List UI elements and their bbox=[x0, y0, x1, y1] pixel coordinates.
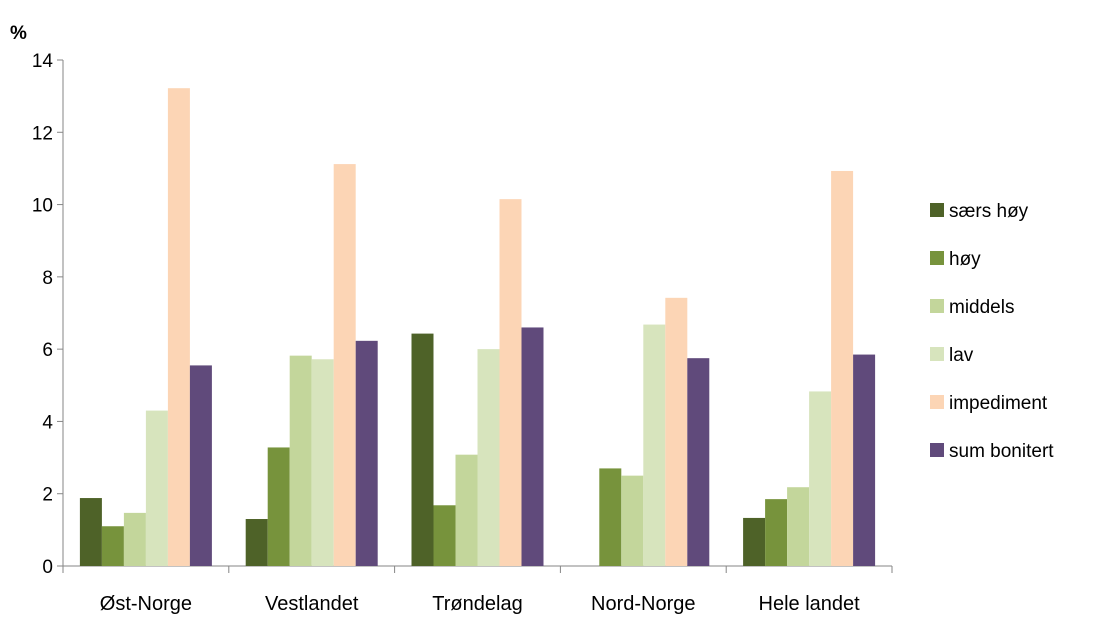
bar-sum-bonitert bbox=[687, 358, 710, 566]
bar-særs-høy bbox=[743, 517, 766, 566]
bar-lav bbox=[311, 359, 334, 566]
bar-høy bbox=[101, 526, 124, 566]
bar-høy bbox=[765, 499, 788, 566]
y-tick-label: 2 bbox=[42, 485, 53, 506]
bar-lav bbox=[145, 410, 168, 566]
x-category-label: Hele landet bbox=[759, 593, 861, 615]
bar-særs-høy bbox=[411, 333, 434, 566]
y-tick-label: 12 bbox=[32, 123, 53, 144]
legend-item-label: impediment bbox=[949, 393, 1048, 414]
bar-særs-høy bbox=[79, 498, 102, 566]
y-unit-label: % bbox=[10, 23, 27, 44]
legend-item-label: høy bbox=[949, 249, 981, 270]
bar-sum-bonitert bbox=[853, 354, 876, 566]
bar-middels bbox=[621, 475, 644, 566]
legend-item-label: sum bonitert bbox=[949, 441, 1054, 462]
legend-swatch bbox=[930, 251, 944, 265]
x-category-label: Trøndelag bbox=[432, 593, 522, 615]
bar-middels bbox=[123, 512, 146, 566]
bar-impediment bbox=[499, 199, 522, 566]
y-tick-label: 14 bbox=[32, 51, 54, 72]
y-tick-label: 6 bbox=[42, 340, 53, 361]
axis-labels: 0 2 4 6 8 10 12 14 Øst-Norge Vestlandet Trøndelag N… bbox=[32, 51, 860, 615]
y-tick-label: 8 bbox=[42, 268, 53, 289]
legend-swatch bbox=[930, 443, 944, 457]
bar-sum-bonitert bbox=[521, 327, 544, 566]
bar-impediment bbox=[831, 170, 854, 567]
bar-middels bbox=[289, 355, 312, 566]
bar-lav bbox=[477, 349, 500, 566]
bar-høy bbox=[599, 468, 622, 566]
x-category-label: Vestlandet bbox=[265, 593, 359, 615]
y-tick-label: 10 bbox=[32, 196, 53, 217]
bar-impediment bbox=[333, 164, 356, 566]
x-category-label: Nord-Norge bbox=[591, 593, 695, 615]
bar-særs-høy bbox=[245, 519, 268, 566]
bar-impediment bbox=[665, 297, 688, 566]
bar-sum-bonitert bbox=[355, 340, 378, 566]
bar-impediment bbox=[167, 88, 190, 566]
bars bbox=[79, 88, 876, 567]
x-category-label: Øst-Norge bbox=[100, 593, 192, 615]
bar-middels bbox=[787, 487, 810, 566]
bar-høy bbox=[267, 447, 290, 566]
legend-swatch bbox=[930, 347, 944, 361]
legend-swatch bbox=[930, 203, 944, 217]
legend-swatch bbox=[930, 299, 944, 313]
legend-item-label: lav bbox=[949, 345, 974, 366]
bar-høy bbox=[433, 505, 456, 566]
bar-sum-bonitert bbox=[189, 365, 212, 566]
bar-lav bbox=[809, 391, 832, 566]
legend-item-label: særs høy bbox=[949, 201, 1029, 222]
legend-item-label: middels bbox=[949, 297, 1014, 318]
y-tick-label: 0 bbox=[42, 557, 53, 578]
bar-lav bbox=[643, 324, 666, 566]
legend: særs høy høy middels lav impediment sum bonit… bbox=[930, 201, 1054, 462]
y-tick-label: 4 bbox=[42, 412, 53, 433]
legend-swatch bbox=[930, 395, 944, 409]
bar-middels bbox=[455, 454, 478, 566]
